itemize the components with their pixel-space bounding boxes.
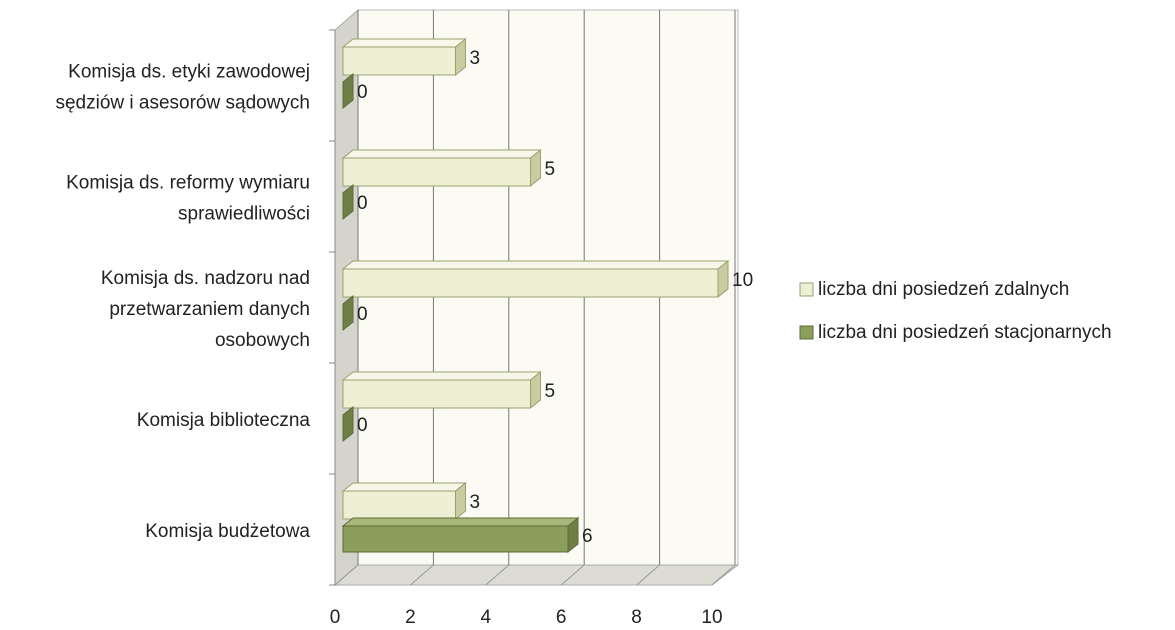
floor-grid-line bbox=[560, 564, 585, 586]
x-tick-label: 10 bbox=[701, 607, 722, 628]
legend-label: liczba dni posiedzeń stacjonarnych bbox=[818, 322, 1112, 343]
legend-label: liczba dni posiedzeń zdalnych bbox=[818, 279, 1069, 300]
category-label: Komisja biblioteczna bbox=[137, 410, 311, 431]
bar bbox=[341, 516, 580, 554]
legend-swatch bbox=[799, 282, 814, 297]
bar bbox=[341, 481, 467, 521]
bar bbox=[341, 259, 730, 299]
bar bbox=[342, 72, 354, 110]
bar-front bbox=[342, 525, 569, 553]
bar-side bbox=[342, 72, 354, 110]
bar-front bbox=[342, 379, 531, 409]
category-label: Komisja budżetowa bbox=[145, 521, 310, 542]
bar-front bbox=[342, 490, 456, 520]
bar-top bbox=[341, 371, 542, 381]
bar-side bbox=[342, 405, 354, 443]
category-label: Komisja ds. nadzoru nad przetwarzaniem da… bbox=[101, 268, 310, 351]
floor-grid-line bbox=[636, 564, 660, 586]
bar-side bbox=[342, 183, 354, 221]
category-label: Komisja ds. etyki zawodowej sędziów i ase… bbox=[55, 62, 310, 114]
value-label: 5 bbox=[545, 159, 556, 180]
bar bbox=[342, 183, 354, 221]
floor bbox=[333, 564, 740, 586]
value-label: 10 bbox=[732, 270, 753, 291]
x-tick-label: 8 bbox=[631, 607, 642, 628]
bar-side bbox=[717, 259, 729, 299]
value-label: 0 bbox=[357, 415, 368, 436]
bar-side bbox=[455, 481, 466, 521]
value-label: 0 bbox=[357, 304, 368, 325]
bar-side bbox=[567, 516, 579, 554]
floor-grid-line bbox=[410, 564, 434, 586]
floor-grid-line bbox=[334, 564, 359, 586]
bar bbox=[341, 370, 542, 410]
bar-top bbox=[341, 517, 580, 527]
bar-top bbox=[341, 482, 467, 492]
value-label: 6 bbox=[582, 526, 593, 547]
bar-top bbox=[341, 38, 467, 48]
bar-side bbox=[455, 37, 466, 77]
bar-side bbox=[530, 370, 541, 410]
bar bbox=[341, 37, 467, 77]
legend-swatch bbox=[799, 325, 814, 340]
floor-grid-line bbox=[711, 564, 736, 586]
x-tick-label: 6 bbox=[556, 607, 567, 628]
bar-side bbox=[342, 294, 354, 332]
category-label: Komisja ds. reformy wymiaru sprawiedliwoś… bbox=[66, 173, 310, 225]
bar-top bbox=[341, 260, 730, 270]
x-tick-label: 4 bbox=[481, 607, 492, 628]
x-tick-label: 0 bbox=[330, 607, 341, 628]
bar-side bbox=[530, 148, 541, 188]
bar bbox=[341, 148, 542, 188]
value-label: 3 bbox=[470, 48, 481, 69]
value-label: 0 bbox=[357, 193, 368, 214]
bar-front bbox=[342, 268, 719, 298]
bar bbox=[342, 294, 354, 332]
bar-front bbox=[342, 157, 531, 187]
x-tick-label: 2 bbox=[405, 607, 416, 628]
bar bbox=[342, 405, 354, 443]
floor-grid-line bbox=[485, 564, 510, 586]
value-label: 5 bbox=[545, 381, 556, 402]
bar-front bbox=[342, 46, 456, 76]
value-label: 3 bbox=[470, 492, 481, 513]
value-label: 0 bbox=[357, 82, 368, 103]
bar-top bbox=[341, 149, 542, 159]
